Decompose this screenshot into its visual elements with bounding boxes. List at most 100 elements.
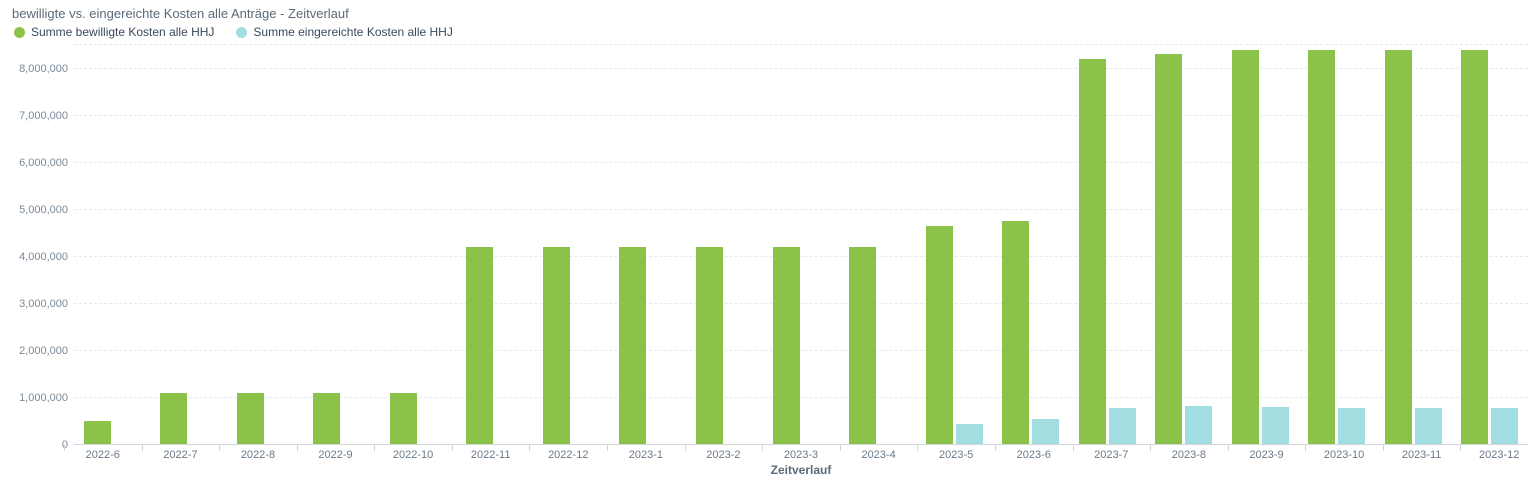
x-axis-label: Zeitverlauf (64, 463, 1538, 477)
x-tick-mark (762, 445, 763, 451)
category-group (1452, 45, 1529, 445)
category-group (1299, 45, 1376, 445)
bar-bewilligt (1079, 59, 1106, 445)
x-tick-mark (1150, 445, 1151, 451)
x-tick-label: 2022-6 (64, 445, 142, 461)
bar-eingereicht (1032, 419, 1059, 445)
x-tick-mark (64, 445, 65, 451)
x-tick-mark (297, 445, 298, 451)
y-tick-label: 4,000,000 (19, 251, 68, 263)
category-group (457, 45, 534, 445)
category-group (1375, 45, 1452, 445)
x-tick-label: 2023-1 (607, 445, 685, 461)
y-tick-label: 6,000,000 (19, 157, 68, 169)
bar-bewilligt (237, 393, 264, 445)
x-tick-mark (917, 445, 918, 451)
legend-item-1: Summe eingereichte Kosten alle HHJ (236, 25, 452, 39)
y-tick-label: 8,000,000 (19, 63, 68, 75)
x-tick-label: 2022-8 (219, 445, 297, 461)
bar-eingereicht (1262, 407, 1289, 445)
x-tick-label: 2022-7 (142, 445, 220, 461)
x-tick-label: 2023-12 (1460, 445, 1538, 461)
bar-bewilligt (696, 247, 723, 445)
x-tick-label: 2022-10 (374, 445, 452, 461)
category-group (533, 45, 610, 445)
legend-dot-0 (14, 27, 25, 38)
bar-bewilligt (1385, 50, 1412, 445)
y-tick-label: 1,000,000 (19, 392, 68, 404)
x-tick-label: 2023-4 (840, 445, 918, 461)
bar-bewilligt (160, 393, 187, 445)
x-tick-mark (374, 445, 375, 451)
bar-eingereicht (1491, 408, 1518, 445)
x-tick-label: 2023-3 (762, 445, 840, 461)
bar-bewilligt (1232, 50, 1259, 445)
legend-label-0: Summe bewilligte Kosten alle HHJ (31, 25, 214, 39)
bar-eingereicht (1185, 406, 1212, 445)
chart-container: bewilligte vs. eingereichte Kosten alle … (0, 0, 1538, 502)
x-tick-label: 2023-6 (995, 445, 1073, 461)
x-tick-mark (529, 445, 530, 451)
bar-bewilligt (390, 393, 417, 445)
x-tick-label: 2023-11 (1383, 445, 1461, 461)
category-group (763, 45, 840, 445)
bar-bewilligt (1002, 221, 1029, 445)
category-group (380, 45, 457, 445)
bar-bewilligt (849, 247, 876, 445)
x-tick-mark (685, 445, 686, 451)
category-group (1145, 45, 1222, 445)
bar-bewilligt (1308, 50, 1335, 445)
legend-label-1: Summe eingereichte Kosten alle HHJ (253, 25, 452, 39)
x-tick-mark (219, 445, 220, 451)
legend-dot-1 (236, 27, 247, 38)
y-axis: 01,000,0002,000,0003,000,0004,000,0005,0… (10, 45, 74, 445)
bar-bewilligt (466, 247, 493, 445)
bar-eingereicht (956, 424, 983, 445)
x-tick-label: 2022-11 (452, 445, 530, 461)
x-tick-label: 2023-5 (917, 445, 995, 461)
x-tick-mark (1383, 445, 1384, 451)
category-group (610, 45, 687, 445)
legend-item-0: Summe bewilligte Kosten alle HHJ (14, 25, 214, 39)
plot-area: 01,000,0002,000,0003,000,0004,000,0005,0… (10, 45, 1528, 445)
legend: Summe bewilligte Kosten alle HHJ Summe e… (14, 25, 1528, 39)
category-group (686, 45, 763, 445)
x-tick-mark (1460, 445, 1461, 451)
x-tick-mark (1073, 445, 1074, 451)
category-group (304, 45, 381, 445)
category-group (1222, 45, 1299, 445)
x-tick-mark (840, 445, 841, 451)
x-tick-mark (142, 445, 143, 451)
category-group (916, 45, 993, 445)
x-tick-mark (1305, 445, 1306, 451)
y-tick-label: 7,000,000 (19, 110, 68, 122)
x-tick-mark (995, 445, 996, 451)
x-tick-label: 2023-9 (1228, 445, 1306, 461)
chart-title: bewilligte vs. eingereichte Kosten alle … (12, 6, 1528, 21)
category-group (1069, 45, 1146, 445)
bar-bewilligt (773, 247, 800, 445)
x-tick-label: 2023-2 (685, 445, 763, 461)
y-tick-label: 2,000,000 (19, 345, 68, 357)
bar-bewilligt (1461, 50, 1488, 445)
category-group (227, 45, 304, 445)
y-tick-label: 5,000,000 (19, 204, 68, 216)
bar-bewilligt (84, 421, 111, 445)
category-group (992, 45, 1069, 445)
x-tick-label: 2022-9 (297, 445, 375, 461)
bar-eingereicht (1109, 408, 1136, 445)
x-tick-label: 2023-10 (1305, 445, 1383, 461)
bar-bewilligt (543, 247, 570, 445)
bar-eingereicht (1338, 408, 1365, 445)
x-tick-label: 2023-8 (1150, 445, 1228, 461)
y-tick-label: 3,000,000 (19, 298, 68, 310)
bar-bewilligt (619, 247, 646, 445)
bar-bewilligt (926, 226, 953, 445)
category-group (74, 45, 151, 445)
x-tick-mark (607, 445, 608, 451)
x-axis: 2022-62022-72022-82022-92022-102022-11 20… (64, 445, 1538, 461)
bar-bewilligt (1155, 54, 1182, 445)
x-tick-label: 2023-7 (1073, 445, 1151, 461)
bars-area (74, 45, 1528, 445)
category-group (839, 45, 916, 445)
